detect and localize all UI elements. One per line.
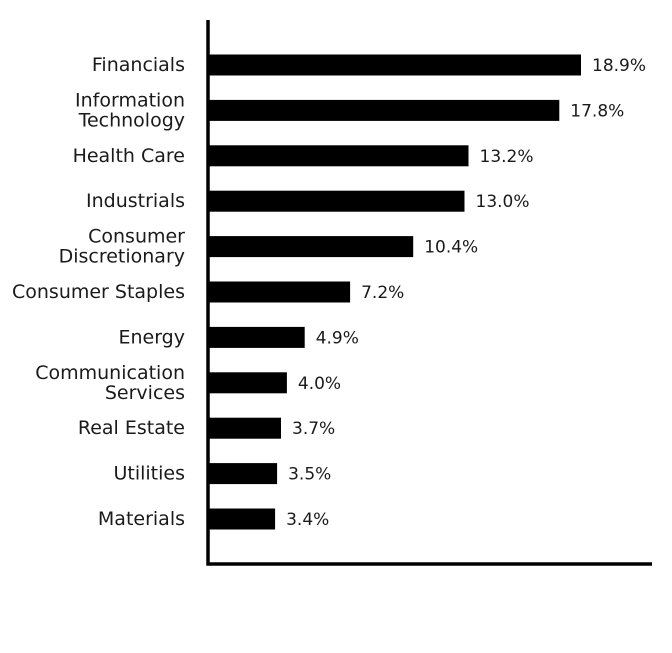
bar-materials [208, 508, 276, 530]
category-label-energy: Energy [118, 326, 185, 348]
bar-health-care [208, 145, 469, 167]
bar-utilities [208, 463, 278, 485]
bar-financials [208, 54, 581, 76]
category-label-materials: Materials [98, 508, 185, 530]
category-label-health-care: Health Care [73, 145, 185, 167]
category-label-consumer-staples: Consumer Staples [12, 281, 185, 303]
value-label-financials: 18.9% [592, 56, 646, 76]
category-label-industrials: Industrials [86, 190, 185, 212]
category-label-consumer-discretionary: Consumer Discretionary [59, 226, 186, 268]
bar-consumer-discretionary [208, 236, 414, 258]
value-label-energy: 4.9% [316, 328, 359, 348]
category-label-information-technology: Information Technology [75, 89, 185, 131]
value-label-health-care: 13.2% [480, 147, 534, 167]
category-label-utilities: Utilities [113, 463, 185, 485]
category-label-financials: Financials [92, 54, 185, 76]
category-label-communication-services: Communication Services [35, 362, 185, 404]
value-label-utilities: 3.5% [288, 465, 331, 485]
value-label-real-estate: 3.7% [292, 419, 335, 439]
value-label-communication-services: 4.0% [298, 374, 341, 394]
value-label-materials: 3.4% [286, 510, 329, 530]
value-label-consumer-discretionary: 10.4% [424, 238, 478, 258]
bar-consumer-staples [208, 281, 351, 303]
bar-industrials [208, 190, 465, 212]
bar-information-technology [208, 99, 560, 121]
bar-real-estate [208, 417, 281, 439]
value-label-consumer-staples: 7.2% [361, 283, 404, 303]
category-label-real-estate: Real Estate [78, 417, 185, 439]
bar-energy [208, 326, 305, 348]
value-label-information-technology: 17.8% [570, 101, 624, 121]
bar-communication-services [208, 372, 287, 394]
value-label-industrials: 13.0% [476, 192, 530, 212]
